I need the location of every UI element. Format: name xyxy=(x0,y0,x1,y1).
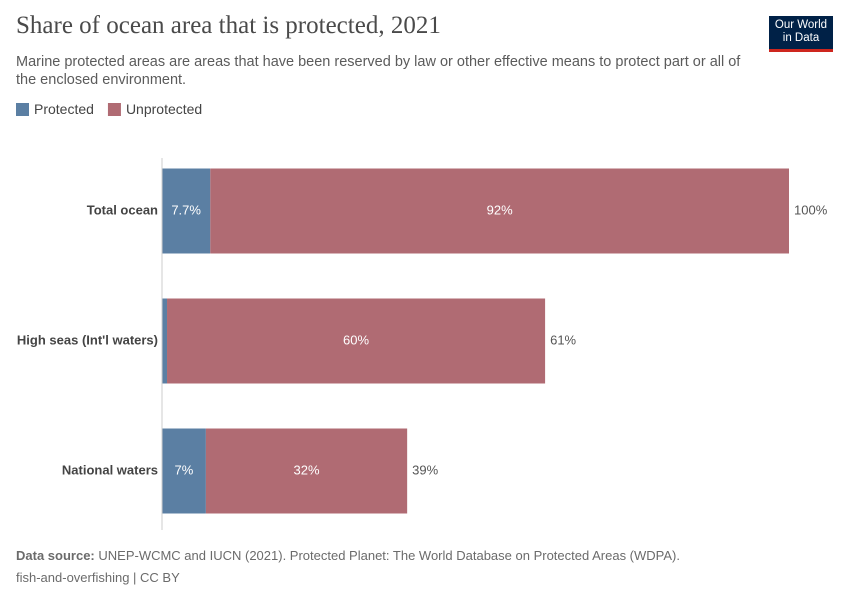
value-label: 7.7% xyxy=(171,202,201,217)
bar-segment xyxy=(162,428,206,514)
source: Data source: UNEP-WCMC and IUCN (2021). … xyxy=(16,548,680,563)
value-label: 60% xyxy=(343,332,369,347)
logo-line: Our World xyxy=(774,19,828,31)
logo[interactable]: Our World in Data xyxy=(769,16,833,52)
footer: fish-and-overfishing | CC BY xyxy=(16,570,180,585)
bar-segment xyxy=(167,298,546,384)
legend-label: Protected xyxy=(34,101,94,117)
value-label: 32% xyxy=(294,462,320,477)
source-text: UNEP-WCMC and IUCN (2021). Protected Pla… xyxy=(98,548,680,563)
category-label: National waters xyxy=(62,462,158,477)
bar-segment xyxy=(205,428,408,514)
logo-line: in Data xyxy=(782,32,820,44)
legend-swatch xyxy=(16,103,29,116)
total-label: 61% xyxy=(550,332,576,347)
bar-segment xyxy=(162,168,211,254)
total-label: 39% xyxy=(412,462,438,477)
bar-segment xyxy=(162,298,168,384)
source-label: Data source: xyxy=(16,548,95,563)
category-label: High seas (Int'l waters) xyxy=(17,332,158,347)
chart: Protected Unprotected Total ocean 7.7% 92% 10… xyxy=(16,101,828,530)
value-label: 7% xyxy=(175,462,194,477)
legend-label: Unprotected xyxy=(126,101,202,117)
total-label: 100% xyxy=(794,202,828,217)
chart-title: Share of ocean area that is protected, 2… xyxy=(16,12,441,39)
subtitle: Marine protected areas are areas that ha… xyxy=(16,54,741,88)
category-label: Total ocean xyxy=(87,202,158,217)
value-label: 92% xyxy=(487,202,513,217)
legend-swatch xyxy=(107,103,121,116)
bar-segment xyxy=(210,168,790,254)
